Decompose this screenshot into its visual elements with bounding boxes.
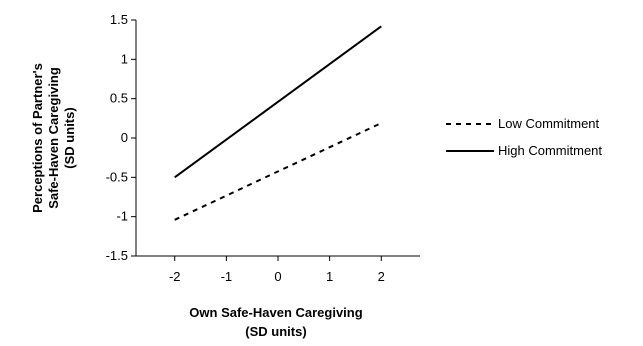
legend-item-high-commitment: High Commitment xyxy=(446,143,602,158)
legend-label-high-commitment: High Commitment xyxy=(498,143,602,158)
plot-area: -1.5 -1 -0.5 0 0.5 1 1.5 -2 -1 0 1 2 xyxy=(106,12,420,284)
y-tick-label: 0 xyxy=(121,130,128,145)
x-tick-label: 1 xyxy=(326,269,333,284)
x-tick-label: -1 xyxy=(221,269,233,284)
x-axis-title-line-1: Own Safe-Haven Caregiving xyxy=(189,305,362,320)
series-line-low-commitment xyxy=(174,122,382,221)
y-axis-title: Perceptions of Partner's Safe-Haven Care… xyxy=(30,63,77,213)
x-axis-title: Own Safe-Haven Caregiving (SD units) xyxy=(189,305,362,339)
y-tick-label: -1 xyxy=(116,209,128,224)
x-tick-label: -2 xyxy=(169,269,181,284)
y-axis-title-line-1: Perceptions of Partner's xyxy=(30,63,45,213)
y-axis-ticks: -1.5 -1 -0.5 0 0.5 1 1.5 xyxy=(106,12,136,263)
legend-label-low-commitment: Low Commitment xyxy=(498,116,600,131)
series-line-high-commitment xyxy=(174,25,382,179)
y-axis-title-line-2: Safe-Haven Caregiving xyxy=(46,67,61,209)
legend-item-low-commitment: Low Commitment xyxy=(446,116,600,131)
x-tick-label: 2 xyxy=(378,269,385,284)
x-axis-title-line-2: (SD units) xyxy=(245,324,306,339)
y-tick-label: -0.5 xyxy=(106,169,128,184)
x-tick-label: 0 xyxy=(274,269,281,284)
y-axis-title-line-3: (SD units) xyxy=(62,107,77,168)
series-lines xyxy=(174,25,382,221)
x-axis-ticks: -2 -1 0 1 2 xyxy=(169,256,385,284)
y-tick-label: 0.5 xyxy=(110,91,128,106)
legend: Low Commitment High Commitment xyxy=(446,116,602,158)
y-tick-label: 1 xyxy=(121,51,128,66)
y-tick-label: 1.5 xyxy=(110,12,128,27)
y-tick-label: -1.5 xyxy=(106,248,128,263)
